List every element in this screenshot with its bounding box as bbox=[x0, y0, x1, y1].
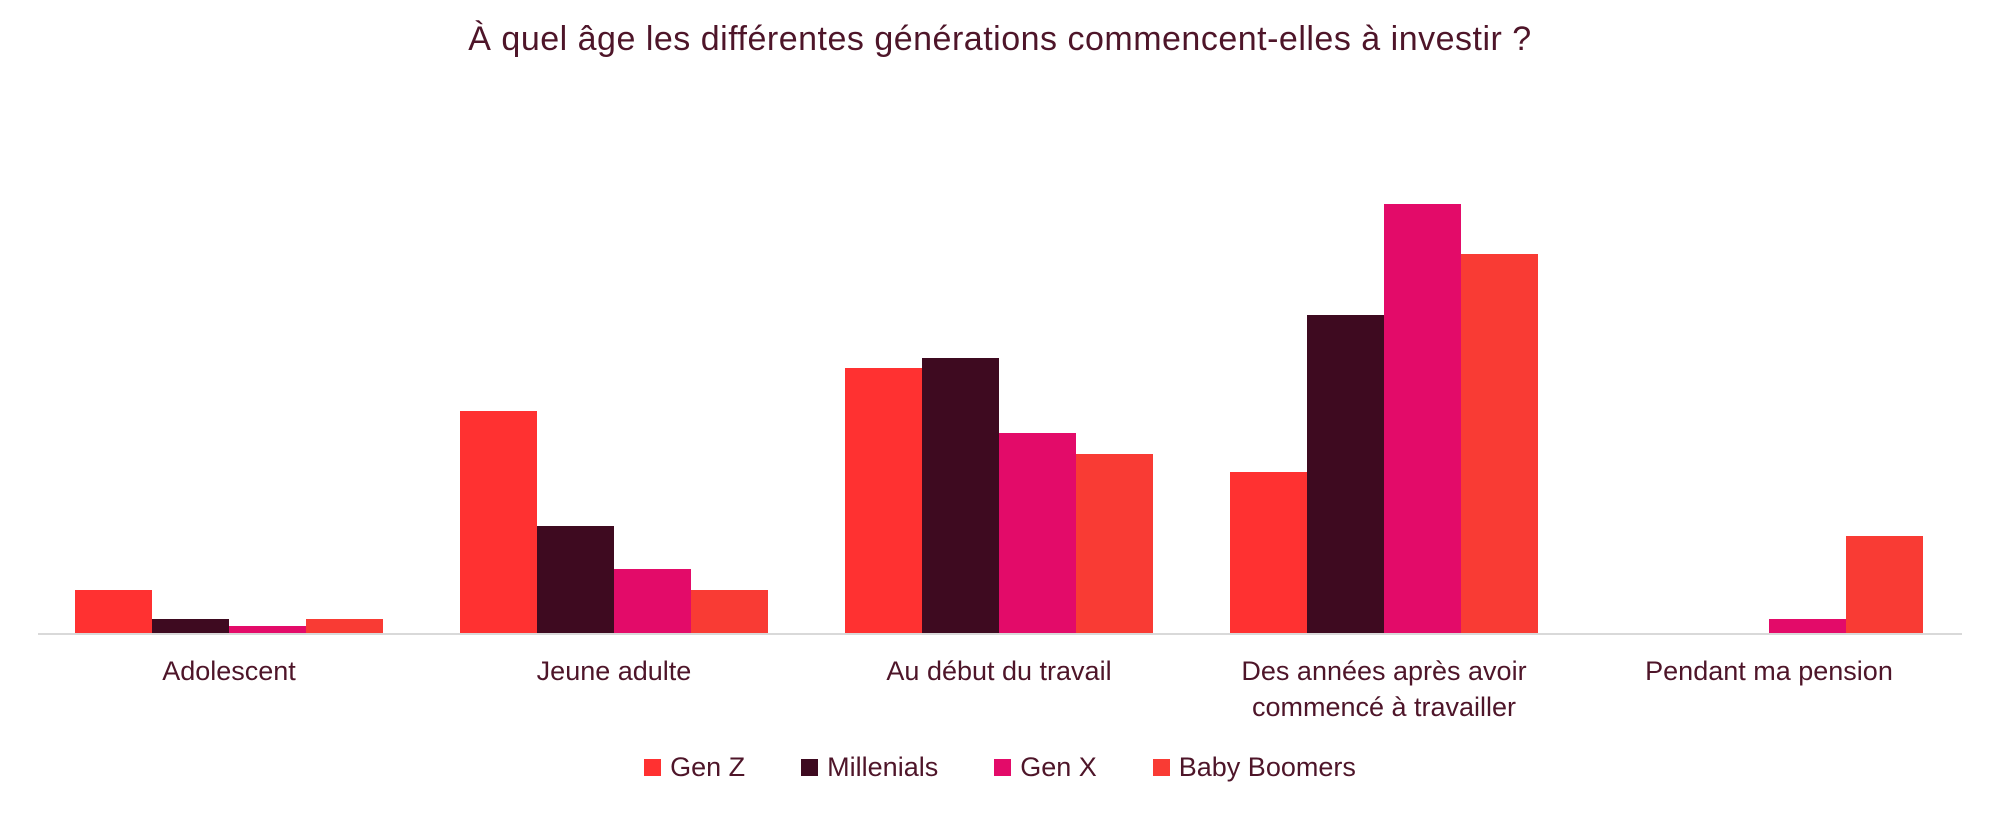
legend-label: Gen Z bbox=[670, 752, 746, 782]
chart-title: À quel âge les différentes générations c… bbox=[468, 20, 1532, 58]
bar bbox=[75, 590, 152, 633]
legend-label: Millenials bbox=[827, 752, 939, 782]
plot-area bbox=[38, 100, 1962, 635]
bar bbox=[460, 411, 537, 633]
legend-label: Gen X bbox=[1020, 752, 1097, 782]
legend-item: Gen X bbox=[994, 752, 1097, 783]
bar bbox=[1846, 536, 1923, 633]
bar bbox=[1384, 204, 1461, 633]
legend-item: Millenials bbox=[801, 752, 938, 783]
legend-swatch-icon bbox=[994, 759, 1012, 776]
bar bbox=[1769, 619, 1846, 633]
bar bbox=[922, 358, 999, 633]
bar bbox=[1461, 254, 1538, 633]
legend-label: Baby Boomers bbox=[1178, 752, 1356, 782]
bar bbox=[229, 626, 306, 633]
bar bbox=[614, 569, 691, 633]
bar bbox=[691, 590, 768, 633]
category-label: Pendant ma pension bbox=[1645, 656, 1893, 686]
category-label: Jeune adulte bbox=[536, 656, 692, 686]
bar bbox=[152, 619, 229, 633]
legend-item: Gen Z bbox=[644, 752, 745, 783]
bar bbox=[999, 433, 1076, 633]
legend-swatch-icon bbox=[1152, 759, 1170, 776]
legend-item: Baby Boomers bbox=[1152, 752, 1356, 783]
bar bbox=[1230, 472, 1307, 633]
bar bbox=[1076, 454, 1153, 633]
category-label: Au début du travail bbox=[886, 656, 1112, 686]
legend-swatch-icon bbox=[644, 759, 662, 776]
bar bbox=[845, 368, 922, 633]
bar bbox=[537, 526, 614, 633]
chart-legend: Gen Z Millenials Gen X Baby Boomers bbox=[0, 752, 2000, 783]
bar bbox=[306, 619, 383, 633]
bar bbox=[1307, 315, 1384, 633]
legend-swatch-icon bbox=[801, 759, 819, 776]
category-label: Des années après avoir commencé à travai… bbox=[1241, 656, 1527, 722]
category-label: Adolescent bbox=[162, 656, 296, 686]
